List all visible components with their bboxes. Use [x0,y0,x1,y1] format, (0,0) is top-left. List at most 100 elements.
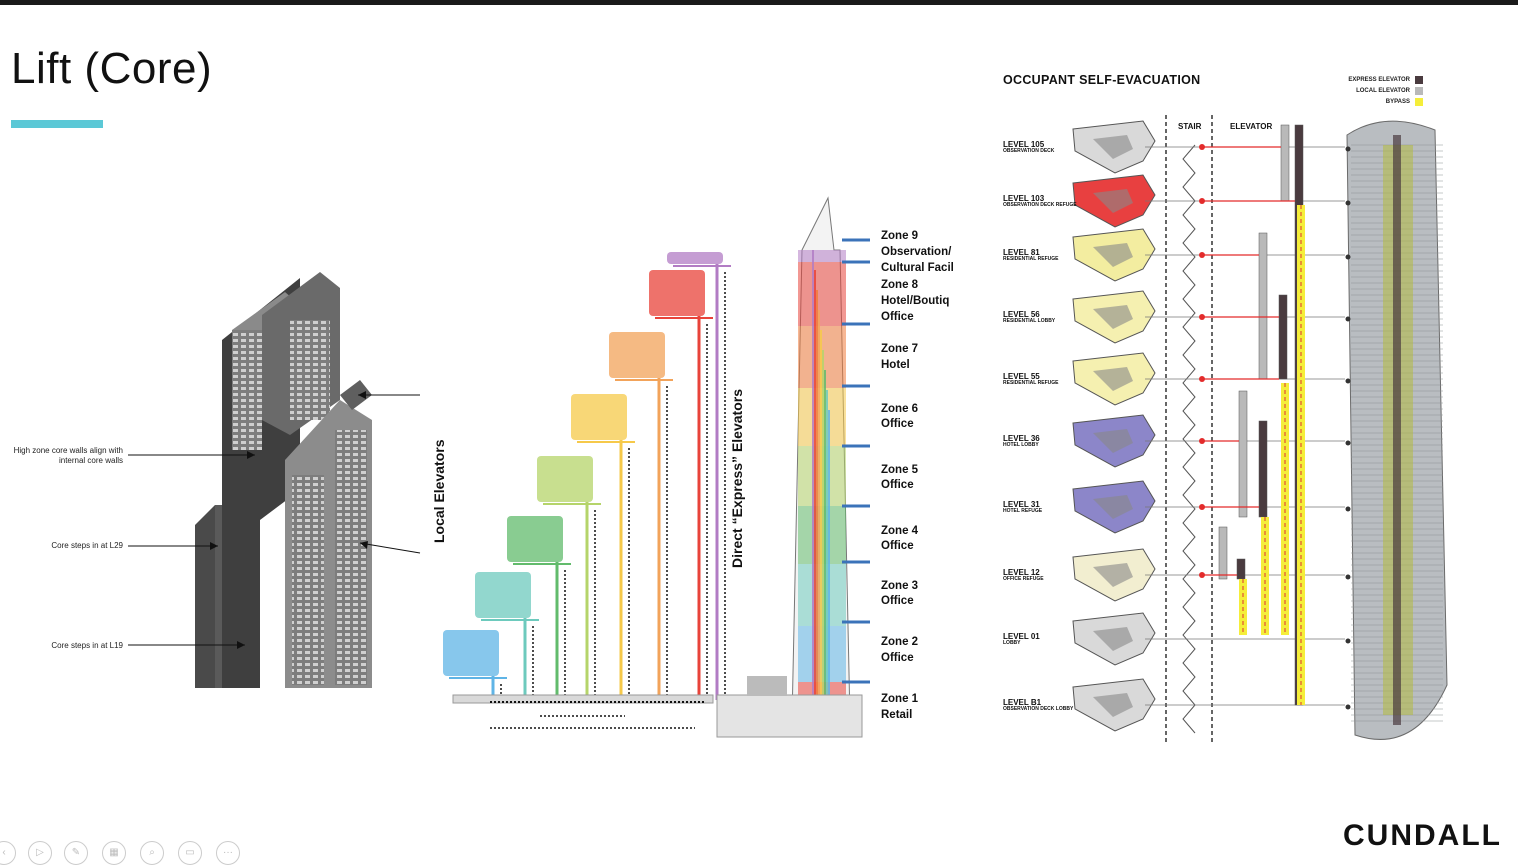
title-accent-bar [11,120,103,128]
level-label: LEVEL 31 HOTEL REFUGE [1003,501,1042,514]
elevator-bar [1236,558,1246,580]
level-description: RESIDENTIAL REFUGE [1003,380,1059,386]
zone-label: Zone 3 [881,580,919,592]
express-shaft [816,290,818,720]
level-description: RESIDENTIAL REFUGE [1003,256,1059,262]
level-label: LEVEL 12 OFFICE REFUGE [1003,569,1044,582]
zone-block [475,572,531,618]
tower-level-dot [1345,146,1351,152]
zone-block [649,270,705,316]
zone-label: Office [881,595,914,607]
elevator-zoning-diagram: Local Elevators Direct “Express” Elevato… [425,190,985,750]
tower-level-dot [1345,574,1351,580]
level-label: LEVEL 103 OBSERVATION DECK REFUGE [1003,195,1077,208]
pen-icon[interactable]: ✎ [64,841,88,865]
floor-core [1093,563,1133,587]
legend-local-swatch [1415,87,1423,95]
level-description: OBSERVATION DECK REFUGE [1003,202,1077,208]
stair-column-label: STAIR [1178,122,1202,131]
tower-level-dot [1345,440,1351,446]
slides-icon[interactable]: ▦ [102,841,126,865]
tower-level-dot [1345,378,1351,384]
tower-zone-band [798,250,846,262]
zone-label: Zone 6 [881,403,919,415]
express-shaft [818,310,820,720]
zone-label: Zone 9 [881,230,919,242]
level-label: LEVEL 56 RESIDENTIAL LOBBY [1003,311,1055,324]
zone-label: Retail [881,709,913,721]
level-number: LEVEL 12 [1003,568,1040,577]
legend-express: EXPRESS ELEVATOR [1348,77,1410,83]
level-description: HOTEL LOBBY [1003,442,1039,448]
express-shaft [826,390,828,720]
zone-label: Office [881,652,914,664]
elevator-bar [1278,294,1288,380]
zone-block [609,332,665,378]
evacuation-title: OCCUPANT SELF-EVACUATION [1003,73,1201,87]
level-number: LEVEL 56 [1003,310,1040,319]
presentation-toolbar: ‹ ▷ ✎ ▦ ⌕ ▭ ··· [0,839,260,865]
express-shaft [820,330,822,720]
callout-high-zone: High zone core walls align with internal… [13,446,123,465]
express-shaft [822,350,824,720]
tower-express-shaft [1393,135,1401,725]
level-number: LEVEL 81 [1003,248,1040,257]
zone-label: Zone 1 [881,693,919,705]
elevator-bar [1218,526,1228,580]
floor-core [1093,429,1133,453]
floor-core [1093,189,1133,213]
express-shaft [828,410,830,720]
stair-zigzag [1182,144,1196,734]
tower-level-dot [1345,506,1351,512]
more-icon[interactable]: ··· [216,841,240,865]
level-number: LEVEL 31 [1003,500,1040,509]
zone-label: Hotel [881,359,910,371]
elevator-zones-graphic [443,196,870,738]
floor-core [1093,693,1133,717]
tower-zone-band [798,262,846,326]
tower-level-dot [1345,638,1351,644]
tower-level-dot [1345,316,1351,322]
level-number: LEVEL 55 [1003,372,1040,381]
evacuation-graphic [1072,115,1448,745]
zone-label: Office [881,311,914,323]
evacuation-diagram: OCCUPANT SELF-EVACUATION EXPRESS ELEVATO… [995,65,1515,765]
express-shaft [812,250,814,720]
level-description: HOTEL REFUGE [1003,508,1043,514]
zone-label: Zone 5 [881,464,919,476]
zone-label: Zone 2 [881,636,919,648]
level-number: LEVEL 36 [1003,434,1040,443]
level-label: LEVEL 105 OBSERVATION DECK [1003,141,1054,154]
callout-l29: Core steps in at L29 [51,541,123,550]
level-label: LEVEL 36 HOTEL LOBBY [1003,435,1040,448]
floor-core [1093,243,1133,267]
elevator-bar [1238,390,1248,518]
podium-roof [747,676,787,696]
level-description: OBSERVATION DECK [1003,148,1055,154]
legend-bypass: BYPASS [1385,99,1410,105]
cundall-logo: CUNDALL [1343,819,1502,852]
level-description: OFFICE REFUGE [1003,576,1044,582]
elevator-bar [1258,232,1268,380]
floor-core [1093,305,1133,329]
slide-title: Lift (Core) [11,44,213,93]
zone-label: Zone 7 [881,343,919,355]
legend-express-swatch [1415,76,1423,84]
express-shaft [814,270,816,720]
podium [716,694,863,738]
play-icon[interactable]: ▷ [28,841,52,865]
zone-block [571,394,627,440]
subtitle-icon[interactable]: ▭ [178,841,202,865]
zone-block [507,516,563,562]
zone-block [537,456,593,502]
zone-block [443,630,499,676]
level-label: LEVEL B1 OBSERVATION DECK LOBBY [1003,699,1073,712]
floor-core [1093,627,1133,651]
callout-l19: Core steps in at L19 [51,641,123,650]
prev-icon[interactable]: ‹ [0,841,16,865]
zone-block [667,252,723,264]
zone-label: Office [881,418,914,430]
tower-level-dot [1345,254,1351,260]
express-shaft [824,370,826,720]
zoom-icon[interactable]: ⌕ [140,841,164,865]
